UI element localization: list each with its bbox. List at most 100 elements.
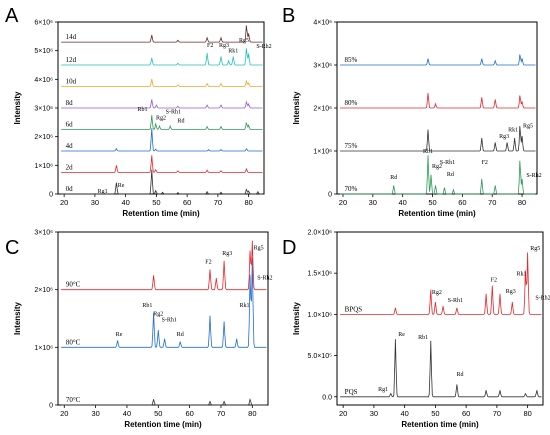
series-label: PQS [345, 388, 358, 396]
peak-annotation: Re [118, 183, 125, 189]
peak-annotation: Rg1 [98, 189, 108, 195]
y-tick-label: 1×10⁶ [34, 163, 53, 170]
peak-annotation: Rg3 [499, 134, 509, 140]
series-trace-70% [340, 155, 536, 195]
y-tick-label: 1×10⁶ [313, 149, 332, 156]
panel-letter: D [282, 237, 296, 259]
y-tick-label: 3×10⁶ [34, 106, 53, 113]
series-label: 90°C [66, 281, 81, 289]
y-tick-label: 0 [49, 403, 53, 410]
series-label: 4d [66, 142, 74, 150]
y-tick-label: 2×10⁶ [313, 106, 332, 113]
series-label: 80°C [66, 338, 81, 346]
peak-annotation: Rg3 [222, 251, 232, 257]
y-tick-label: 5×10⁶ [34, 48, 53, 55]
x-tick-label: 60 [183, 198, 191, 207]
panel-letter: C [5, 237, 19, 259]
x-tick-label: 60 [185, 409, 193, 418]
peak-annotation: Rd [390, 175, 397, 181]
x-tick-label: 70 [217, 409, 225, 418]
peak-annotation: S-Rh2 [526, 173, 541, 179]
peak-annotation: Rg3 [506, 289, 516, 295]
peak-annotation: Rg1 [378, 387, 388, 393]
series-label: 14d [66, 33, 77, 41]
peak-annotation: Rb1 [418, 335, 428, 341]
series-trace-4d [61, 128, 263, 152]
peak-annotation: Rg2 [432, 164, 442, 170]
x-tick-label: 70 [493, 409, 501, 418]
peak-annotation: Rb1 [423, 149, 433, 155]
x-tick-label: 30 [370, 409, 378, 418]
series-trace-85% [340, 54, 536, 66]
peak-annotation: S-Rh1 [162, 317, 177, 323]
y-tick-label: 0 [328, 192, 332, 199]
series-trace-PQS [340, 339, 542, 398]
x-axis-label: Retention time (min) [122, 209, 200, 218]
x-tick-label: 80 [244, 198, 252, 207]
y-tick-label: 0 [49, 192, 53, 199]
series-trace-10d [61, 78, 263, 87]
peak-annotation: Rd [456, 372, 463, 378]
y-axis-label: Intensity [292, 302, 301, 335]
peak-annotation: Rg5 [523, 123, 533, 129]
x-tick-label: 50 [152, 198, 160, 207]
series-label: 8d [66, 99, 74, 107]
peak-annotation: S-Rh1 [448, 298, 463, 304]
series-label: 2d [66, 164, 74, 172]
peak-annotation: S-Rh1 [166, 110, 181, 116]
y-tick-label: 2×10⁶ [34, 134, 53, 141]
plot-frame [336, 231, 544, 406]
peak-annotation: Rg3 [219, 43, 229, 49]
series-label: 70°C [66, 396, 81, 404]
peak-annotation: S-Rh2 [535, 296, 550, 302]
series-trace-80% [340, 92, 536, 109]
y-tick-label: 5.0×10⁵ [307, 353, 332, 360]
x-tick-label: 50 [428, 198, 436, 207]
x-tick-label: 80 [518, 198, 526, 207]
series-trace-0d [61, 169, 263, 195]
x-tick-label: 50 [154, 409, 162, 418]
series-label: 75% [344, 142, 357, 150]
series-trace-14d [61, 25, 263, 43]
x-tick-label: 30 [91, 409, 99, 418]
peak-annotation: Rk1 [516, 272, 526, 278]
y-tick-label: 6×10⁶ [34, 20, 53, 27]
y-tick-label: 3×10⁶ [313, 63, 332, 70]
y-tick-label: 1.0×10⁶ [308, 312, 333, 319]
peak-annotation: Rg2 [432, 290, 442, 296]
x-tick-label: 80 [523, 409, 531, 418]
series-trace-BPQS [340, 252, 542, 315]
x-tick-label: 50 [431, 409, 439, 418]
x-tick-label: 40 [398, 198, 406, 207]
x-tick-label: 30 [369, 198, 377, 207]
y-axis-label: Intensity [13, 302, 22, 335]
series-trace-70°C [61, 397, 267, 406]
panel-a: A 0 1×10⁶ 2×10⁶ 3×10⁶ 4×10⁶ 5×10⁶ 6×10⁶ 20 30 40 50… [5, 5, 272, 218]
series-trace-12d [61, 48, 263, 66]
series-trace-6d [61, 115, 263, 130]
peak-annotation: F2 [207, 43, 213, 49]
x-tick-label: 20 [60, 198, 68, 207]
series-label: 80% [344, 99, 357, 107]
y-tick-label: 1.5×10⁶ [308, 271, 333, 278]
y-tick-label: 4×10⁶ [313, 20, 332, 27]
peak-annotation: F2 [491, 277, 497, 283]
series-label: 12d [66, 56, 77, 64]
series-label: BPQS [345, 305, 363, 313]
y-tick-label: 2.0×10⁶ [308, 230, 333, 237]
panel-b: B 0 1×10⁶ 2×10⁶ 3×10⁶ 4×10⁶ 20 30 40 50 60 70 80 Rete… [282, 5, 542, 218]
x-tick-label: 30 [91, 198, 99, 207]
peak-annotation: Rg5 [254, 245, 264, 251]
panel-c: C 0 1×10⁶ 2×10⁶ 3×10⁶ 20 30 40 50 60 70 80 Retention… [5, 230, 273, 430]
series-label: 70% [344, 185, 357, 193]
x-tick-label: 20 [339, 409, 347, 418]
x-tick-label: 80 [248, 409, 256, 418]
y-tick-label: 0.0 [322, 394, 332, 401]
y-tick-label: 3×10⁶ [34, 230, 53, 237]
x-tick-label: 40 [121, 198, 129, 207]
x-tick-label: 40 [123, 409, 131, 418]
peak-annotation: S-Rh2 [256, 44, 271, 50]
series-label: 6d [66, 121, 74, 129]
panel-d: D 0.0 5.0×10⁵ 1.0×10⁶ 1.5×10⁶ 2.0×10⁶ 20 30 40 50… [282, 230, 550, 430]
